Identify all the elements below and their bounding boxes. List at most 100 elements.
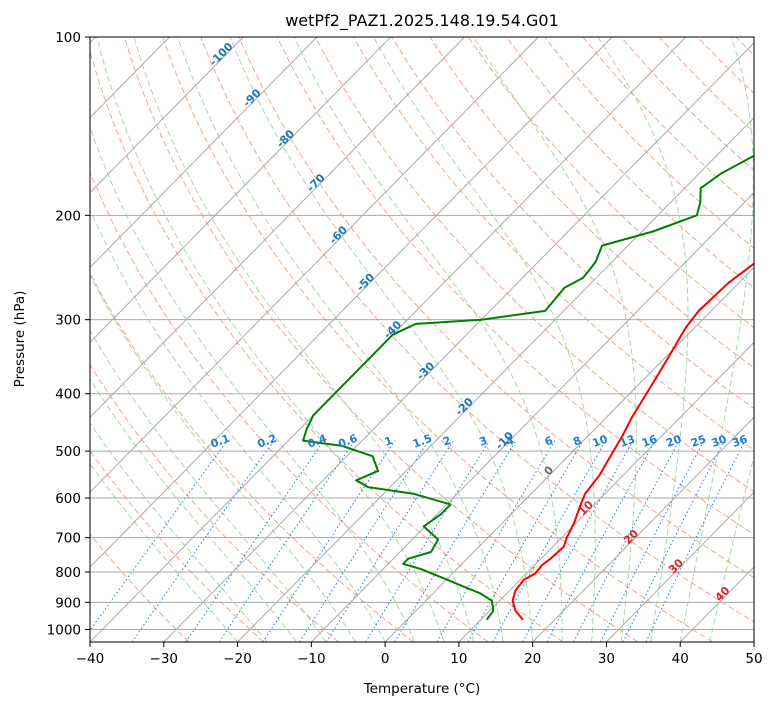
isotherm (163, 42, 754, 642)
isotherm (753, 641, 754, 642)
x-axis-label: Temperature (°C) (363, 681, 481, 697)
dry-adiabat (90, 533, 190, 642)
moist-adiabat (293, 37, 563, 642)
dry-adiabat (90, 170, 489, 642)
mixing-ratio-label: 0.4 (306, 432, 329, 451)
mixing-ratio-label: 2 (441, 434, 453, 449)
chart-title: wetPf2_PAZ1.2025.148.19.54.G01 (285, 11, 559, 31)
dry-adiabat (276, 37, 754, 536)
y-tick-label: 400 (55, 387, 81, 403)
y-axis-label: Pressure (hPa) (12, 291, 28, 388)
mixing-ratio-label: 0.2 (256, 432, 279, 451)
y-tick-label: 300 (55, 313, 81, 329)
isotherm-label: 20 (621, 527, 641, 547)
mixing-ratio-line (90, 440, 228, 632)
mixing-ratio-line (365, 440, 490, 642)
y-tick-label: 100 (55, 30, 81, 46)
isotherm-label: -60 (327, 223, 350, 246)
mixing-ratio-line (492, 440, 607, 642)
mixing-ratio-label: 8 (572, 434, 584, 449)
x-tick-label: −10 (297, 651, 326, 667)
dewpoint-line (302, 154, 754, 621)
mixing-ratio-line (600, 440, 705, 642)
isotherm (679, 566, 754, 642)
y-tick-label: 500 (55, 444, 81, 460)
moist-adiabat (373, 37, 596, 642)
mixing-ratio-lines (90, 440, 746, 642)
dry-adiabat (90, 363, 339, 642)
x-tick-label: −40 (76, 651, 105, 667)
mixing-ratio-label: 3 (477, 434, 489, 449)
isotherms (90, 37, 754, 642)
moist-adiabat (90, 378, 297, 642)
y-tick-label: 700 (55, 531, 81, 547)
mixing-ratio-label: 0.6 (337, 432, 360, 451)
mixing-ratio-line (262, 440, 396, 642)
dry-adiabat (123, 37, 639, 642)
mixing-ratio-label: 4 (504, 434, 516, 449)
isotherm (237, 117, 754, 642)
moist-adiabat (177, 37, 504, 642)
moist-adiabat (90, 462, 238, 642)
dry-adiabat (697, 37, 754, 95)
dry-adiabat (238, 37, 754, 579)
moist-adiabat (472, 37, 637, 642)
dry-adiabat (658, 37, 754, 133)
mixing-ratio-label: 13 (618, 433, 637, 450)
moist-adiabat (90, 422, 268, 642)
isobars (90, 37, 754, 630)
isotherm-label: -40 (381, 318, 404, 341)
moist-adiabat (709, 454, 754, 642)
x-tick-label: 50 (745, 651, 762, 667)
isotherm (90, 37, 318, 269)
x-tick-label: 20 (524, 651, 541, 667)
mixing-ratio-line (218, 440, 355, 642)
plot-frame (89, 36, 755, 643)
dry-adiabat (506, 37, 754, 289)
isotherm-label: -100 (207, 40, 236, 69)
moist-adiabat (229, 37, 534, 642)
y-tick-label: 800 (55, 565, 81, 581)
mixing-ratio-line (436, 440, 556, 642)
dry-adiabat (314, 37, 754, 493)
profiles (302, 154, 754, 621)
dry-adiabat (467, 37, 754, 329)
moist-adiabat (96, 37, 445, 642)
mixing-ratio-line (467, 440, 584, 642)
mixing-ratio-line (185, 440, 325, 642)
mixing-ratio-line (325, 440, 454, 642)
isotherm-label: 40 (713, 584, 733, 604)
moist-adiabat (679, 37, 754, 642)
x-tick-label: 10 (450, 651, 467, 667)
mixing-ratio-label: 25 (689, 433, 708, 450)
isotherm (310, 191, 754, 642)
isotherm (90, 37, 465, 419)
mixing-ratio-label: 36 (730, 432, 749, 450)
mixing-ratio-label: 6 (543, 434, 555, 449)
moist-adiabat (90, 274, 357, 642)
mixing-ratio-line (131, 440, 275, 642)
mixing-ratio-label: 1 (383, 434, 395, 449)
y-tick-label: 600 (55, 491, 81, 507)
mixing-ratio-label: 30 (710, 432, 729, 450)
x-tick-label: 0 (381, 651, 390, 667)
line-labels: -100-90-80-70-60-50-40-30-20-10010203040… (207, 40, 750, 604)
y-tick-label: 900 (55, 595, 81, 611)
mixing-ratio-label: 1.5 (411, 432, 434, 451)
x-tick-label: 40 (672, 651, 689, 667)
isotherm-label: 30 (666, 556, 686, 576)
moist-adiabat (90, 329, 327, 642)
isotherm (90, 37, 613, 568)
dry-adiabat (90, 450, 265, 642)
x-axis: −40 −30 −20 −10 0 10 20 30 40 50 (76, 642, 763, 667)
dry-adiabat (429, 37, 754, 369)
mixing-ratio-line (546, 440, 656, 642)
mixing-ratio-line (645, 440, 746, 642)
isotherm-label: -80 (274, 127, 297, 150)
mixing-ratio-label: 20 (664, 432, 683, 450)
moist-adiabat (597, 37, 689, 642)
y-tick-label: 1000 (47, 622, 81, 638)
isotherm (90, 37, 539, 493)
moist-adiabat (133, 37, 475, 642)
